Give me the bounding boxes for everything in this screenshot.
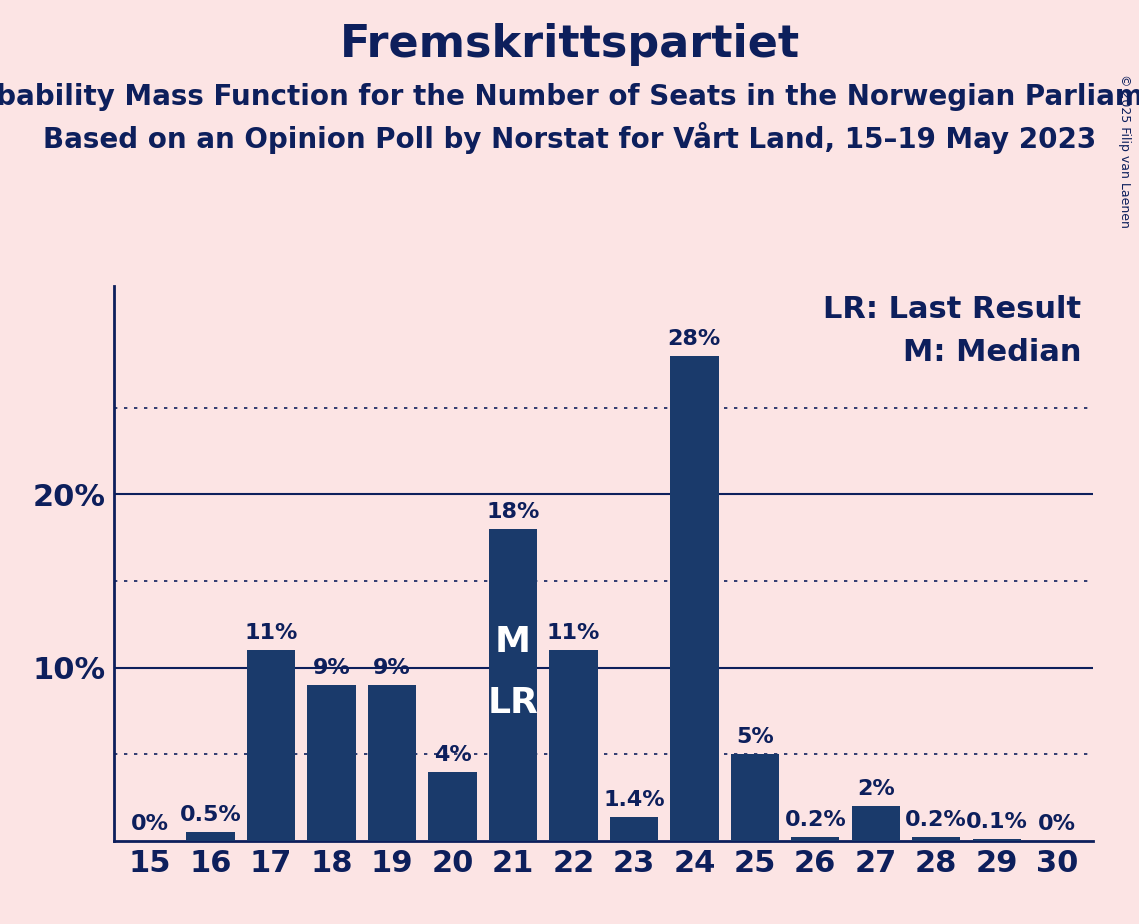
Bar [670, 356, 719, 841]
Text: M: Median: M: Median [903, 338, 1081, 368]
Text: 0%: 0% [131, 814, 170, 833]
Text: LR: Last Result: LR: Last Result [823, 295, 1081, 324]
Bar [428, 772, 477, 841]
Text: 11%: 11% [245, 624, 297, 643]
Bar [973, 839, 1021, 841]
Bar [609, 817, 658, 841]
Bar [489, 529, 538, 841]
Bar [912, 837, 960, 841]
Text: Fremskrittspartiet: Fremskrittspartiet [339, 23, 800, 67]
Bar [187, 833, 235, 841]
Bar [549, 650, 598, 841]
Text: 18%: 18% [486, 502, 540, 522]
Bar [247, 650, 295, 841]
Text: M: M [495, 625, 531, 659]
Text: 1.4%: 1.4% [603, 790, 665, 809]
Bar [852, 806, 900, 841]
Text: 11%: 11% [547, 624, 600, 643]
Bar [792, 837, 839, 841]
Text: 28%: 28% [667, 329, 721, 349]
Text: 5%: 5% [736, 727, 773, 748]
Text: 0.2%: 0.2% [785, 810, 846, 831]
Text: LR: LR [487, 686, 539, 720]
Text: 4%: 4% [434, 745, 472, 765]
Text: 0.1%: 0.1% [966, 812, 1027, 833]
Bar [730, 754, 779, 841]
Text: Probability Mass Function for the Number of Seats in the Norwegian Parliament: Probability Mass Function for the Number… [0, 83, 1139, 111]
Text: 0.5%: 0.5% [180, 805, 241, 825]
Text: Based on an Opinion Poll by Norstat for Vårt Land, 15–19 May 2023: Based on an Opinion Poll by Norstat for … [43, 122, 1096, 154]
Bar [368, 685, 416, 841]
Text: 9%: 9% [313, 658, 351, 678]
Text: 9%: 9% [374, 658, 411, 678]
Bar [308, 685, 355, 841]
Text: © 2025 Filip van Laenen: © 2025 Filip van Laenen [1118, 74, 1131, 228]
Text: 0%: 0% [1038, 814, 1076, 833]
Text: 2%: 2% [857, 779, 894, 799]
Text: 0.2%: 0.2% [906, 810, 967, 831]
